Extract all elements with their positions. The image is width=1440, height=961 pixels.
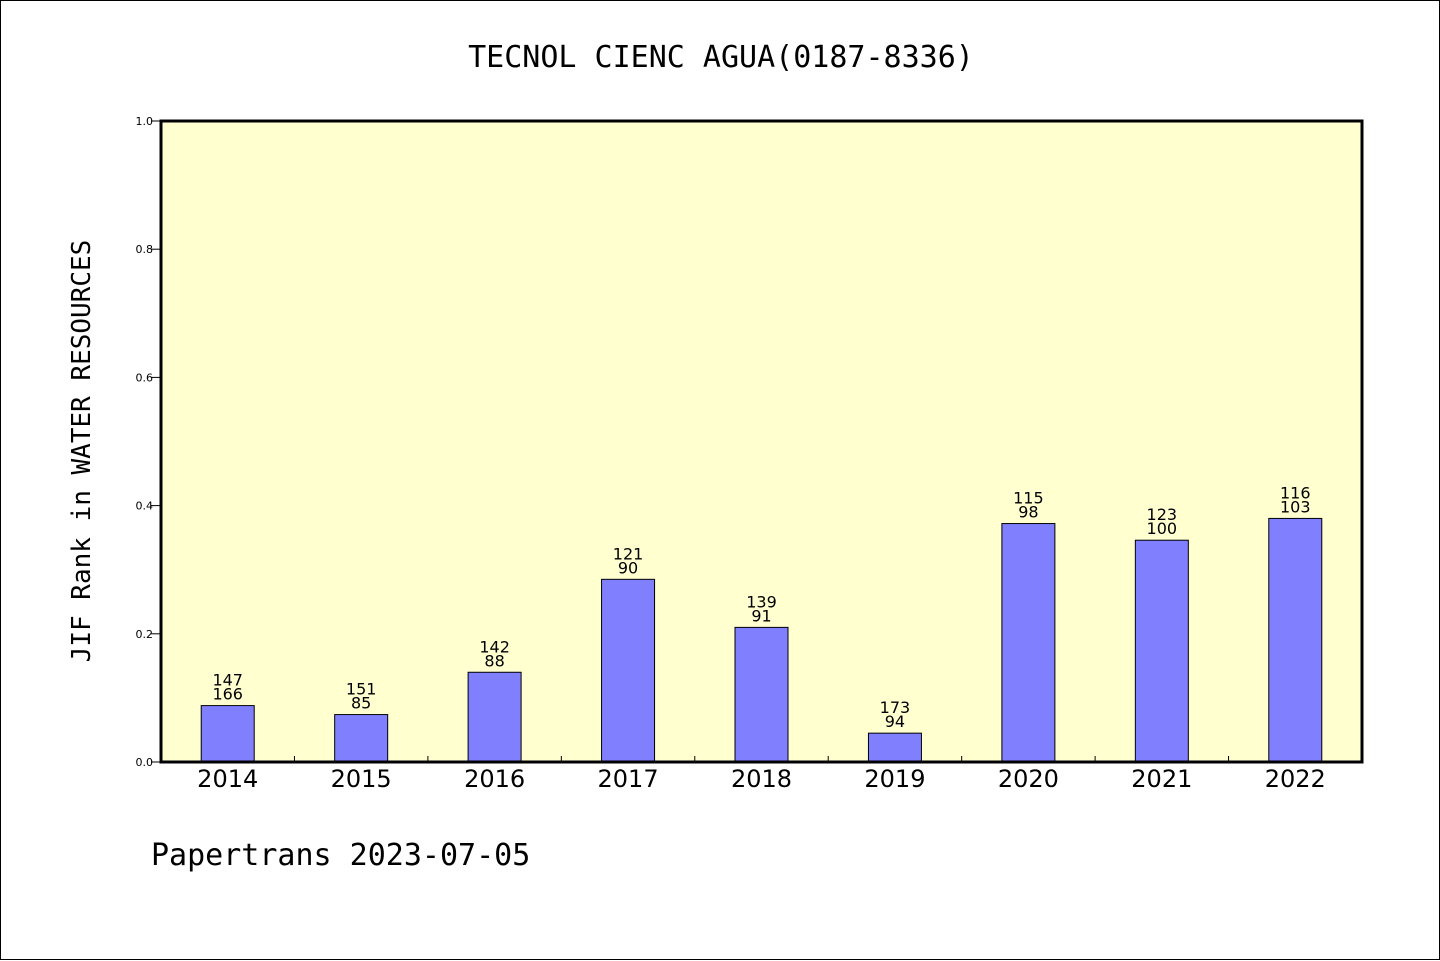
data-label-top: 116 <box>1280 483 1311 502</box>
footer-credit: Papertrans 2023-07-05 <box>151 838 530 873</box>
y-axis-label: JIF Rank in WATER RESOURCES <box>67 240 97 663</box>
y-tick-label: 0.2 <box>136 628 154 641</box>
data-label-top: 173 <box>880 698 911 717</box>
data-label-bottom: 90 <box>618 558 638 577</box>
x-tick-label: 2015 <box>331 765 392 793</box>
y-tick-label: 0.4 <box>136 500 154 513</box>
y-tick-label: 1.0 <box>136 115 154 128</box>
data-label-top: 139 <box>746 592 777 611</box>
bar-2017 <box>601 578 656 763</box>
data-label-bottom: 100 <box>1147 519 1178 538</box>
bar-2022 <box>1268 517 1323 763</box>
bar-2018 <box>734 626 789 763</box>
y-tick-label: 0.6 <box>136 371 154 384</box>
plot-border <box>159 119 1364 764</box>
data-label-bottom: 103 <box>1280 497 1311 516</box>
data-label-top: 115 <box>1013 489 1044 508</box>
data-label-bottom: 91 <box>751 606 771 625</box>
x-tick-label: 2017 <box>598 765 659 793</box>
data-label-bottom: 88 <box>484 651 504 670</box>
data-label-top: 151 <box>346 680 377 699</box>
y-tick-label: 0.8 <box>136 243 154 256</box>
x-tick-label: 2019 <box>864 765 925 793</box>
y-tick-label: 0.0 <box>136 756 154 769</box>
x-tick-label: 2018 <box>731 765 792 793</box>
bar-2021 <box>1134 539 1189 763</box>
bars <box>200 517 1323 763</box>
data-label-bottom: 166 <box>212 685 243 704</box>
x-axis-ticks: 2014 2015 2016 2017 2018 2019 2020 2021 2022 <box>197 756 1326 793</box>
x-tick-label: 2014 <box>197 765 258 793</box>
data-label-top: 123 <box>1147 505 1178 524</box>
data-label-top: 142 <box>479 637 510 656</box>
bar-2015 <box>334 714 389 763</box>
bar-2020 <box>1001 523 1056 763</box>
bar-2014 <box>200 705 255 763</box>
x-tick-label: 2021 <box>1131 765 1192 793</box>
x-tick-label: 2022 <box>1265 765 1326 793</box>
x-tick-label: 2020 <box>998 765 1059 793</box>
chart-title: TECNOL CIENC AGUA(0187-8336) <box>468 40 974 75</box>
bar-2019 <box>867 732 922 763</box>
data-label-top: 147 <box>212 671 243 690</box>
bar-2016 <box>467 671 522 763</box>
data-label-bottom: 85 <box>351 694 371 713</box>
x-tick-label: 2016 <box>464 765 525 793</box>
y-axis-ticks: 0.0 0.2 0.4 0.6 0.8 1.0 <box>136 115 161 769</box>
data-label-bottom: 94 <box>885 712 905 731</box>
data-label-top: 121 <box>613 544 644 563</box>
data-label-bottom: 98 <box>1018 503 1038 522</box>
